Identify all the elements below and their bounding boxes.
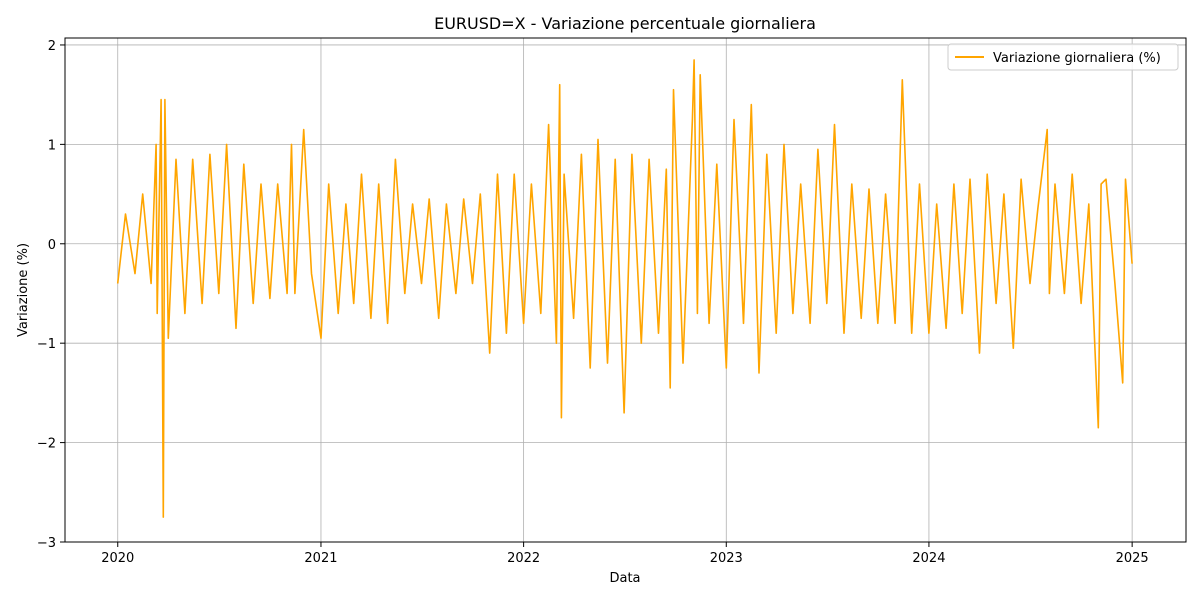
y-tick-label: 1: [48, 138, 56, 153]
series-layer: [116, 59, 1133, 518]
legend-label: Variazione giornaliera (%): [993, 51, 1161, 66]
chart-title: EURUSD=X - Variazione percentuale giorna…: [434, 14, 816, 33]
y-tick-label: 2: [48, 39, 56, 54]
x-tick-label: 2025: [1116, 551, 1149, 566]
legend-box: [947, 43, 1179, 71]
x-axis-label: Data: [609, 571, 640, 586]
x-axis-ticks: 2020 2021 2022 2023 2024 2025: [101, 542, 1149, 566]
y-tick-label: −3: [37, 536, 56, 551]
series-line-variazione-giornaliera: [116, 59, 1133, 518]
x-tick-label: 2020: [101, 551, 134, 566]
y-tick-label: −2: [37, 437, 56, 452]
plot-frame: [64, 37, 1187, 543]
y-axis-label: Variazione (%): [16, 243, 31, 337]
y-axis-ticks: −3 −2 −1 0 1 2: [37, 39, 65, 551]
y-tick-label: −1: [37, 337, 56, 352]
legend: Variazione giornaliera (%): [947, 43, 1179, 71]
x-tick-label: 2022: [507, 551, 540, 566]
x-tick-label: 2021: [304, 551, 337, 566]
x-tick-label: 2023: [710, 551, 743, 566]
y-tick-label: 0: [48, 238, 56, 253]
x-tick-label: 2024: [912, 551, 945, 566]
